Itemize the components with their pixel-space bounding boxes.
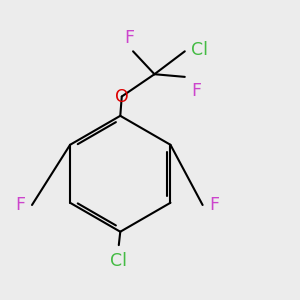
Text: F: F (124, 28, 134, 46)
Text: O: O (115, 88, 129, 106)
Text: F: F (192, 82, 202, 100)
Text: Cl: Cl (191, 41, 208, 59)
Text: F: F (209, 196, 219, 214)
Text: Cl: Cl (110, 252, 127, 270)
Text: F: F (15, 196, 25, 214)
